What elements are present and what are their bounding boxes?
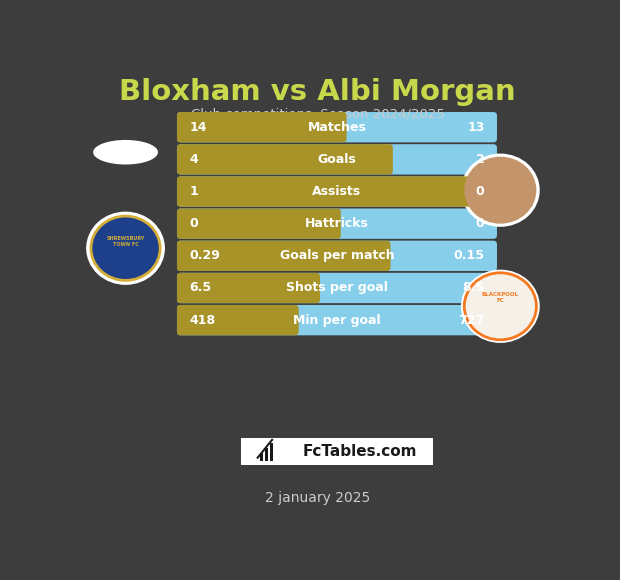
Text: 0: 0	[190, 217, 198, 230]
Text: Hattricks: Hattricks	[305, 217, 369, 230]
FancyBboxPatch shape	[177, 176, 497, 206]
FancyBboxPatch shape	[177, 176, 497, 206]
Text: 727: 727	[458, 314, 484, 327]
Text: 2 january 2025: 2 january 2025	[265, 491, 370, 505]
Circle shape	[86, 212, 165, 285]
FancyBboxPatch shape	[177, 144, 497, 175]
FancyBboxPatch shape	[177, 241, 391, 271]
FancyBboxPatch shape	[177, 112, 497, 143]
FancyBboxPatch shape	[177, 305, 299, 335]
Circle shape	[464, 157, 536, 224]
FancyBboxPatch shape	[177, 241, 497, 271]
Text: Bloxham vs Albi Morgan: Bloxham vs Albi Morgan	[120, 78, 516, 106]
FancyBboxPatch shape	[177, 144, 393, 175]
FancyBboxPatch shape	[270, 443, 273, 461]
Circle shape	[461, 154, 540, 227]
FancyBboxPatch shape	[177, 305, 497, 335]
FancyBboxPatch shape	[177, 208, 497, 239]
Text: 6.5: 6.5	[190, 281, 211, 295]
FancyBboxPatch shape	[265, 448, 268, 461]
Text: FcTables.com: FcTables.com	[303, 444, 417, 459]
Text: Goals: Goals	[317, 153, 356, 166]
Circle shape	[461, 270, 540, 343]
Text: Club competitions, Season 2024/2025: Club competitions, Season 2024/2025	[191, 108, 445, 121]
Text: 0.15: 0.15	[453, 249, 484, 262]
FancyBboxPatch shape	[177, 112, 347, 143]
Text: Shots per goal: Shots per goal	[286, 281, 388, 295]
Text: 14: 14	[190, 121, 207, 134]
Text: 8.5: 8.5	[463, 281, 484, 295]
FancyBboxPatch shape	[177, 273, 320, 303]
Text: Matches: Matches	[308, 121, 366, 134]
Text: 13: 13	[467, 121, 484, 134]
Text: 1: 1	[190, 185, 198, 198]
Text: 0: 0	[476, 217, 484, 230]
Text: 0: 0	[476, 185, 484, 198]
FancyBboxPatch shape	[177, 208, 341, 239]
Text: Assists: Assists	[312, 185, 361, 198]
FancyBboxPatch shape	[241, 438, 433, 465]
Text: SHREWSBURY
TOWN FC: SHREWSBURY TOWN FC	[107, 236, 144, 247]
Circle shape	[91, 216, 160, 280]
Circle shape	[464, 273, 536, 340]
Text: Goals per match: Goals per match	[280, 249, 394, 262]
Text: 0.29: 0.29	[190, 249, 220, 262]
FancyBboxPatch shape	[177, 273, 497, 303]
Text: 4: 4	[190, 153, 198, 166]
Text: 2: 2	[476, 153, 484, 166]
Text: Min per goal: Min per goal	[293, 314, 381, 327]
Text: BLACKPOOL
FC: BLACKPOOL FC	[482, 292, 519, 303]
Ellipse shape	[93, 140, 158, 165]
Text: 418: 418	[190, 314, 216, 327]
FancyBboxPatch shape	[260, 453, 263, 461]
